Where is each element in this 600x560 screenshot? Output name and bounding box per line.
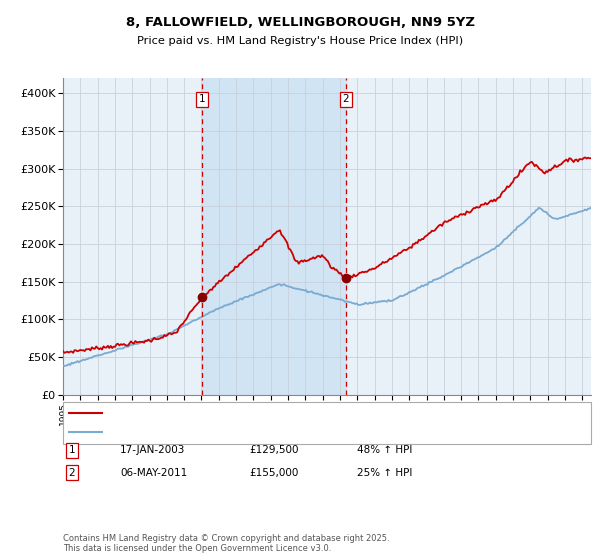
Text: 8, FALLOWFIELD, WELLINGBOROUGH, NN9 5YZ: 8, FALLOWFIELD, WELLINGBOROUGH, NN9 5YZ (125, 16, 475, 29)
Text: 1: 1 (199, 95, 205, 105)
Bar (202, 78, 346, 395)
Text: 2: 2 (343, 95, 349, 105)
Text: £129,500: £129,500 (249, 445, 299, 455)
Text: 2: 2 (68, 468, 76, 478)
Text: 8, FALLOWFIELD, WELLINGBOROUGH, NN9 5YZ (semi-detached house): 8, FALLOWFIELD, WELLINGBOROUGH, NN9 5YZ … (107, 408, 459, 418)
Text: 06-MAY-2011: 06-MAY-2011 (120, 468, 187, 478)
Text: Contains HM Land Registry data © Crown copyright and database right 2025.
This d: Contains HM Land Registry data © Crown c… (63, 534, 389, 553)
Text: 48% ↑ HPI: 48% ↑ HPI (357, 445, 412, 455)
Text: HPI: Average price, semi-detached house, North Northamptonshire: HPI: Average price, semi-detached house,… (107, 427, 440, 437)
Text: 1: 1 (68, 445, 76, 455)
Text: 25% ↑ HPI: 25% ↑ HPI (357, 468, 412, 478)
Text: Price paid vs. HM Land Registry's House Price Index (HPI): Price paid vs. HM Land Registry's House … (137, 36, 463, 46)
Text: £155,000: £155,000 (249, 468, 298, 478)
Text: 17-JAN-2003: 17-JAN-2003 (120, 445, 185, 455)
